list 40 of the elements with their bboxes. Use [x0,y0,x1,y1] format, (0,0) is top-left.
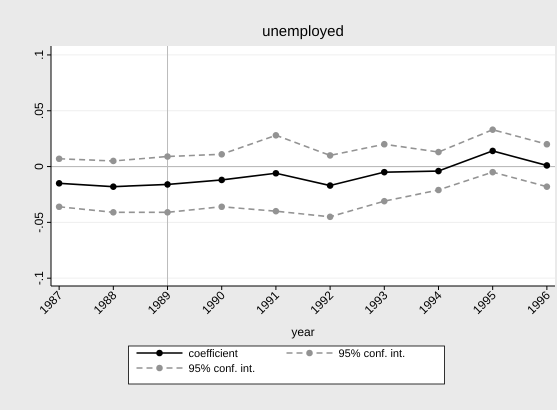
legend-label: 95% conf. int. [338,348,406,360]
y-tick-label: -.05 [32,212,46,233]
y-tick-label: 0 [32,162,46,170]
point [56,155,62,162]
y-tick-label: .05 [32,102,46,120]
point [218,150,226,158]
point [326,182,334,189]
point [164,209,171,216]
y-tick-label: .1 [32,50,46,60]
point [56,203,62,210]
point [544,183,550,190]
point [435,168,442,174]
point [164,153,171,160]
point [380,198,388,204]
point [218,176,226,184]
point [435,186,442,194]
point [544,162,550,169]
point [544,140,550,148]
legend-label: coefficient [188,348,238,360]
y-tick-label: -.1 [32,270,46,286]
point [326,213,334,220]
point [326,152,334,159]
point [380,168,388,176]
point [489,168,496,176]
chart-title: unemployed [262,23,344,40]
x-axis-title: year [291,325,315,339]
point [110,158,117,164]
point [110,209,117,216]
point [489,148,496,154]
point [164,181,171,188]
point [56,180,62,187]
legend-label: 95% conf. int. [188,363,256,375]
point [110,183,117,190]
point [380,140,388,148]
point [272,208,280,215]
point [272,132,280,139]
point [272,170,280,177]
point [489,126,496,134]
point [218,203,226,210]
point [435,148,442,156]
